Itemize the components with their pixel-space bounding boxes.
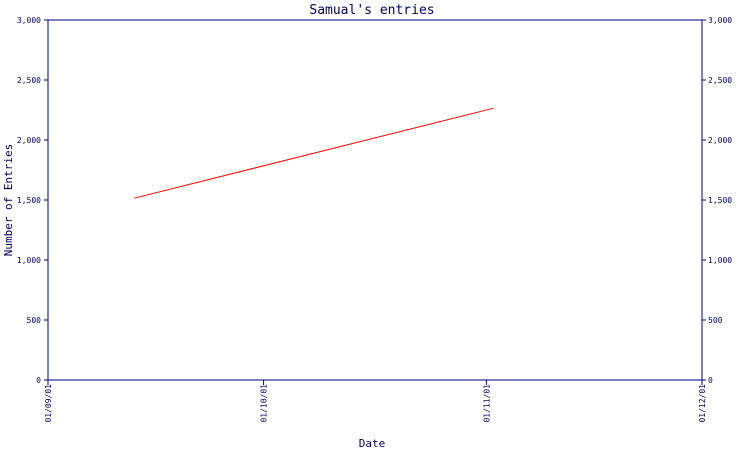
x-tick-label: 01/10/01 <box>260 384 269 423</box>
y-axis-title: Number of Entries <box>2 144 15 257</box>
x-tick-label: 01/12/01 <box>698 384 707 423</box>
y-axis-right: 0 500 1,000 1,500 2,000 2,500 3,000 <box>702 16 732 385</box>
y-tick-label-left: 500 <box>27 316 42 325</box>
y-tick-label-left: 0 <box>36 376 41 385</box>
y-tick-label-left: 2,000 <box>17 136 41 145</box>
y-tick-label-right: 2,500 <box>708 76 732 85</box>
y-tick-label-left: 1,500 <box>17 196 41 205</box>
y-tick-label-right: 500 <box>708 316 723 325</box>
y-tick-label-right: 3,000 <box>708 16 732 25</box>
y-tick-label-left: 3,000 <box>17 16 41 25</box>
x-axis-title: Date <box>359 437 386 450</box>
y-tick-label-left: 2,500 <box>17 76 41 85</box>
plot-area <box>47 19 703 381</box>
y-tick-label-right: 1,500 <box>708 196 732 205</box>
y-tick-label-right: 0 <box>708 376 713 385</box>
y-tick-label-right: 1,000 <box>708 256 732 265</box>
y-tick-label-left: 1,000 <box>17 256 41 265</box>
y-axis-left: 0 500 1,000 1,500 2,000 2,500 3,000 <box>17 16 48 385</box>
y-tick-label-right: 2,000 <box>708 136 732 145</box>
x-tick-label: 01/09/01 <box>44 384 53 423</box>
chart-title: Samual's entries <box>309 3 434 18</box>
x-tick-label: 01/11/01 <box>482 384 491 423</box>
x-axis: 01/09/01 01/10/01 01/11/01 01/12/01 <box>44 380 707 423</box>
series-layer <box>134 107 494 199</box>
series-line <box>134 107 494 199</box>
